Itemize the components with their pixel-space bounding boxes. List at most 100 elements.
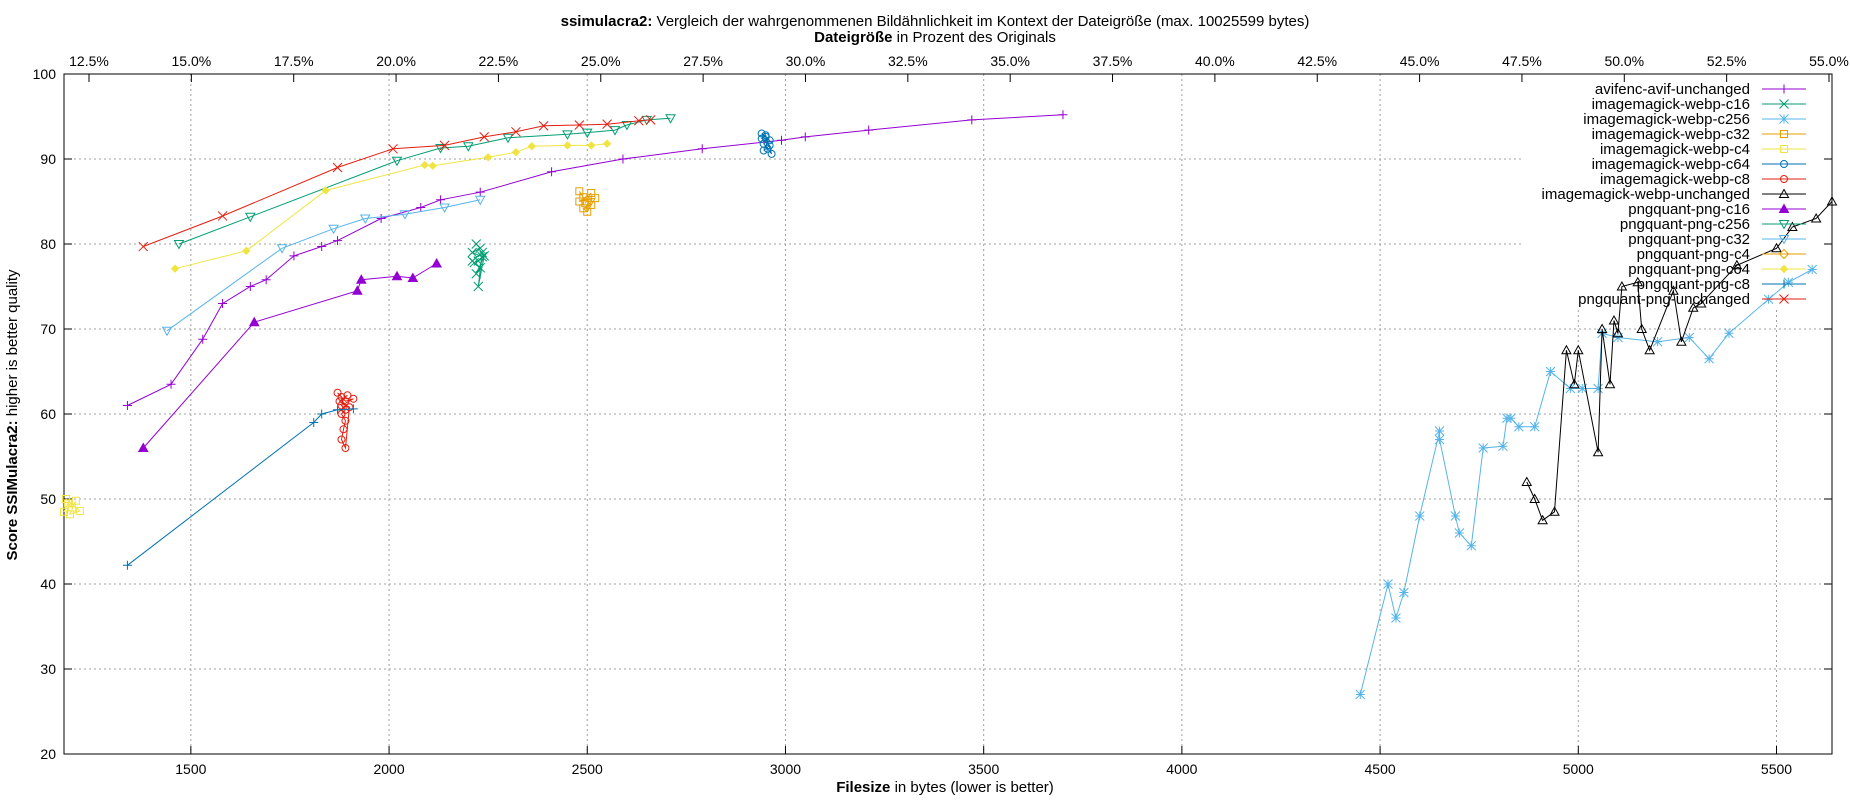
data-point bbox=[1616, 280, 1628, 291]
data-point bbox=[435, 143, 446, 154]
data-point bbox=[462, 142, 474, 152]
data-point bbox=[1434, 426, 1445, 436]
data-point bbox=[122, 560, 132, 570]
data-point bbox=[341, 397, 350, 406]
data-point bbox=[575, 197, 584, 206]
data-point bbox=[1783, 277, 1794, 288]
series-line-pngquant-png-c256 bbox=[178, 117, 671, 245]
data-point bbox=[1478, 443, 1489, 453]
data-point bbox=[351, 285, 363, 295]
data-point bbox=[1724, 328, 1734, 339]
data-point bbox=[602, 119, 612, 130]
data-point bbox=[1592, 446, 1604, 457]
data-point bbox=[1383, 579, 1393, 589]
y-tick-label: 60 bbox=[40, 406, 56, 422]
legend-marker bbox=[1779, 264, 1789, 274]
legend-marker bbox=[1779, 279, 1789, 289]
legend-label: imagemagick-webp-c256 bbox=[1583, 111, 1750, 128]
data-point bbox=[1572, 344, 1584, 355]
data-point bbox=[1450, 511, 1461, 521]
x2-tick-label: 32.5% bbox=[888, 53, 928, 69]
data-point bbox=[355, 274, 367, 284]
data-point bbox=[391, 270, 403, 281]
data-point bbox=[621, 121, 633, 131]
x2-tick-label: 45.0% bbox=[1400, 53, 1440, 69]
data-point bbox=[587, 141, 596, 150]
legend-marker bbox=[1780, 175, 1788, 183]
data-point bbox=[1414, 511, 1425, 521]
legend-marker bbox=[1778, 248, 1790, 260]
data-point bbox=[475, 187, 485, 197]
data-point bbox=[1545, 366, 1556, 377]
legend-label: pngquant-png-c16 bbox=[1628, 201, 1750, 218]
x-axis-label: Filesize in bytes (lower is better) bbox=[836, 779, 1054, 796]
series-imagemagick-webp-c16 bbox=[467, 239, 490, 292]
legend-marker bbox=[1779, 294, 1789, 304]
data-point bbox=[1668, 285, 1679, 295]
x2-tick-label: 25.0% bbox=[581, 53, 621, 69]
legend-label: imagemagick-webp-c16 bbox=[1592, 96, 1750, 113]
data-point bbox=[633, 115, 644, 126]
data-point bbox=[335, 397, 344, 406]
data-point bbox=[1434, 434, 1445, 445]
data-point bbox=[511, 147, 521, 157]
data-point bbox=[864, 125, 874, 135]
data-point bbox=[71, 496, 80, 505]
data-point bbox=[1391, 613, 1401, 623]
data-point bbox=[391, 156, 403, 167]
data-point bbox=[1577, 383, 1588, 394]
data-point bbox=[467, 247, 478, 258]
data-point bbox=[343, 391, 352, 400]
data-point bbox=[562, 130, 573, 140]
data-point bbox=[1787, 221, 1798, 231]
chart-title: ssimulacra2: Vergleich der wahrgenommene… bbox=[561, 13, 1310, 30]
legend-label: imagemagick-webp-c64 bbox=[1592, 156, 1750, 173]
data-point bbox=[217, 211, 228, 221]
data-point bbox=[261, 275, 271, 285]
data-point bbox=[1561, 344, 1572, 355]
data-point bbox=[436, 195, 446, 205]
data-point bbox=[609, 126, 621, 136]
data-point bbox=[328, 224, 339, 235]
x-tick-label: 2500 bbox=[572, 761, 603, 777]
data-point bbox=[967, 115, 977, 125]
data-point bbox=[1454, 528, 1465, 538]
legend-label: imagemagick-webp-unchanged bbox=[1542, 186, 1750, 203]
legend-marker bbox=[1778, 188, 1790, 198]
x2-tick-label: 50.0% bbox=[1604, 53, 1644, 69]
series-layer bbox=[60, 110, 1838, 700]
legend-label: imagemagick-webp-c8 bbox=[1600, 171, 1750, 188]
x2-tick-label: 27.5% bbox=[683, 53, 723, 69]
data-point bbox=[75, 506, 84, 515]
legend-marker bbox=[1778, 235, 1790, 245]
series-line-pngquant-png-unchanged bbox=[143, 119, 651, 247]
data-point bbox=[61, 495, 70, 503]
legend-label: pngquant-png-unchanged bbox=[1578, 291, 1750, 308]
series-line-avifenc-avif-unchanged bbox=[127, 114, 1064, 406]
series-line-pngquant-png-c32 bbox=[166, 199, 481, 332]
y-tick-label: 100 bbox=[33, 66, 57, 82]
data-point bbox=[317, 409, 327, 419]
data-point bbox=[665, 114, 676, 124]
data-point bbox=[1521, 476, 1533, 486]
data-point bbox=[602, 139, 612, 148]
data-point bbox=[359, 214, 371, 225]
x2-tick-label: 22.5% bbox=[479, 53, 519, 69]
x-tick-label: 4000 bbox=[1166, 761, 1197, 777]
data-point bbox=[471, 268, 482, 279]
data-point bbox=[122, 401, 132, 410]
data-point bbox=[439, 203, 450, 213]
data-point bbox=[248, 316, 260, 327]
x-tick-label: 5500 bbox=[1761, 761, 1792, 777]
data-point bbox=[477, 247, 488, 258]
data-point bbox=[1810, 212, 1822, 223]
data-point bbox=[1676, 336, 1687, 346]
data-point bbox=[137, 442, 149, 452]
legend-label: avifenc-avif-unchanged bbox=[1595, 81, 1750, 98]
data-point bbox=[1399, 587, 1409, 598]
x2-tick-label: 30.0% bbox=[786, 53, 826, 69]
data-point bbox=[65, 510, 74, 519]
data-point bbox=[767, 149, 776, 158]
series-imagemagick-webp-c64 bbox=[757, 129, 776, 158]
legend-marker bbox=[1780, 145, 1788, 153]
